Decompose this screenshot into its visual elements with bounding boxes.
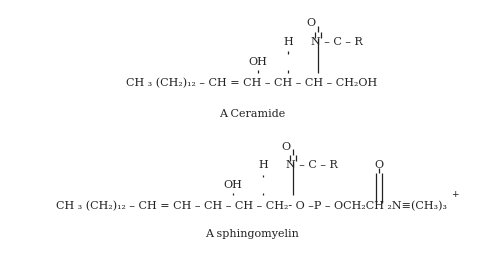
Text: A Ceramide: A Ceramide [219, 109, 285, 119]
Text: +: + [452, 190, 459, 199]
Text: H: H [258, 160, 268, 170]
Text: OH: OH [248, 57, 268, 67]
Text: O: O [281, 142, 290, 152]
Text: OH: OH [224, 180, 242, 190]
Text: N – C – R: N – C – R [286, 160, 338, 170]
Text: CH ₃ (CH₂)₁₂ – CH = CH – CH – CH – CH₂- O –P – OCH₂CH ₂N≡(CH₃)₃: CH ₃ (CH₂)₁₂ – CH = CH – CH – CH – CH₂- … [56, 201, 448, 211]
Text: O: O [374, 160, 384, 170]
Text: N – C – R: N – C – R [311, 37, 362, 47]
Text: CH ₃ (CH₂)₁₂ – CH = CH – CH – CH – CH₂OH: CH ₃ (CH₂)₁₂ – CH = CH – CH – CH – CH₂OH [127, 78, 377, 89]
Text: H: H [283, 37, 293, 47]
Text: O: O [306, 18, 316, 28]
Text: A sphingomyelin: A sphingomyelin [205, 229, 299, 239]
